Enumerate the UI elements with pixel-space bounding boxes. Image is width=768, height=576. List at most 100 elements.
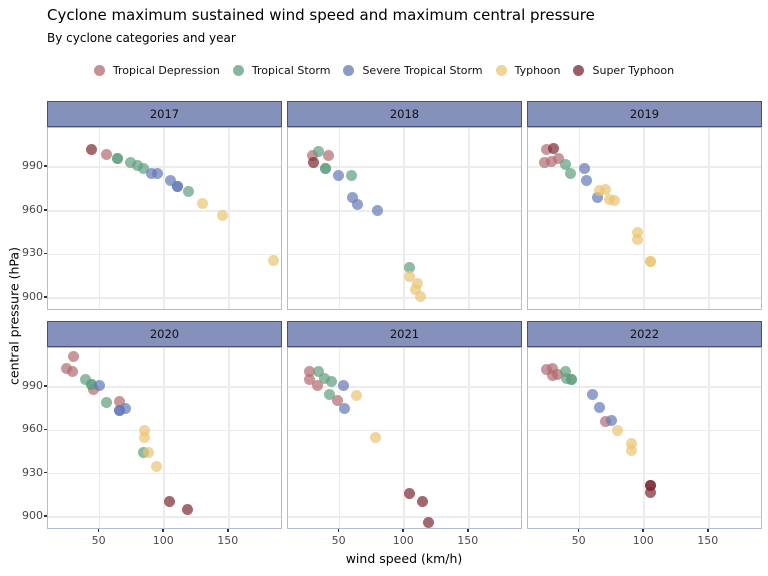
legend-label: Severe Tropical Storm [362,64,483,77]
gridline-x [643,128,645,309]
gridline-y [528,472,761,475]
tick-mark [577,529,580,532]
gridline-y [288,386,521,388]
facet-panel-2019 [527,127,762,310]
gridline-y [288,210,521,212]
legend-item-typhoon: Typhoon [495,64,561,77]
data-point [566,374,578,386]
gridline-x [578,128,581,309]
x-axis-title: wind speed (km/h) [345,551,463,566]
facet-strip-2018: 2018 [287,101,522,127]
tick-mark [44,428,47,431]
data-point [338,380,350,392]
data-point [547,362,559,374]
data-point [68,351,80,363]
data-point [580,174,592,186]
gridline-y [528,253,761,256]
gridline-y [528,166,761,168]
data-point [125,157,137,169]
gridline-y [288,472,521,475]
data-point [100,397,112,409]
gridline-x [708,348,710,528]
tick-mark [467,529,469,532]
legend-item-severe-tropical-storm: Severe Tropical Storm [343,64,483,77]
data-point [60,362,72,374]
data-point [143,446,155,458]
data-point [113,395,125,407]
legend-label: Typhoon [514,64,561,77]
facet-panel-2021 [287,347,522,529]
chart-subtitle: By cyclone categories and year [47,31,236,45]
data-point [548,142,560,154]
x-tick-label: 150 [697,534,719,547]
data-point [322,150,334,162]
data-point [304,365,316,377]
data-point [100,148,112,160]
data-point [553,153,565,164]
gridline-x [338,348,341,528]
data-point [410,283,422,295]
legend: Tropical Depression Tropical Storm Sever… [0,64,768,77]
data-point [332,170,344,182]
data-point [113,404,125,416]
tick-mark [227,529,229,532]
data-point [559,365,571,377]
data-point [593,184,605,196]
gridline-y [528,210,761,212]
facet-strip-2019: 2019 [527,101,762,127]
data-point [345,170,357,182]
x-tick-label: 150 [457,534,479,547]
data-point [625,445,637,457]
data-point [138,163,150,175]
data-point [352,199,364,211]
gridline-x [98,128,101,309]
tick-mark [337,529,340,532]
data-point [632,227,644,239]
data-point [268,254,280,266]
gridline-x [163,348,165,528]
data-point [312,380,324,392]
data-point [163,495,175,507]
facet-strip-2020: 2020 [47,321,282,347]
y-tick-label: 960 [22,202,43,216]
tick-mark [402,529,404,532]
data-point [565,167,577,179]
data-point [423,517,435,528]
legend-label: Tropical Storm [251,64,331,77]
data-point [139,424,151,436]
data-point [587,388,599,400]
legend-item-super-typhoon: Super Typhoon [573,64,674,77]
gridline-y [528,429,761,432]
legend-marker-tropical-storm-icon [232,65,244,76]
data-point [370,432,382,444]
y-tick-label: 990 [22,379,43,392]
y-tick-label: 960 [22,422,43,436]
data-point [403,488,415,500]
gridline-y [288,516,521,518]
x-tick-label: 100 [632,534,654,547]
gridline-y [48,516,281,518]
data-point [139,432,151,444]
data-point [350,390,362,402]
legend-marker-tropical-depression-icon [93,65,105,76]
y-tick-label: 930 [22,246,43,260]
data-point [592,192,604,204]
legend-label: Super Typhoon [592,64,675,77]
data-point [632,234,644,246]
gridline-y [528,386,761,388]
gridline-x [228,348,230,528]
facet-strip-2022: 2022 [527,321,762,347]
gridline-y [48,472,281,475]
facet-panel-2017 [47,127,282,310]
data-point [579,163,591,175]
gridline-x [578,348,581,528]
tick-mark [44,209,47,211]
facet-panel-2020 [47,347,282,529]
data-point [319,163,331,175]
data-point [87,384,99,396]
y-tick-label: 900 [22,509,43,522]
data-point [94,380,106,392]
gridline-y [288,297,521,299]
gridline-y [48,297,281,299]
